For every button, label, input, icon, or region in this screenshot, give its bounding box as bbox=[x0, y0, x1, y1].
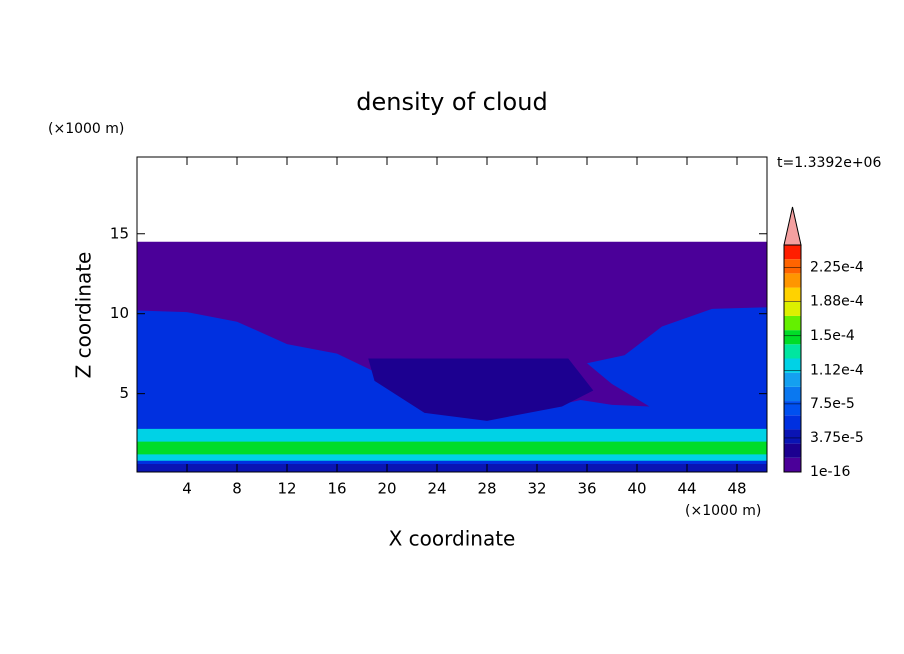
x-unit: (×1000 m) bbox=[685, 503, 761, 519]
colorbar-band bbox=[784, 245, 801, 260]
x-tick-label: 48 bbox=[727, 480, 746, 498]
colorbar-band bbox=[784, 358, 801, 373]
x-tick-label: 36 bbox=[577, 480, 596, 498]
colorbar-band bbox=[784, 287, 801, 302]
colorbar-band bbox=[784, 415, 801, 430]
colorbar-band bbox=[784, 273, 801, 288]
x-tick-label: 40 bbox=[627, 480, 646, 498]
colorbar-band bbox=[784, 457, 801, 472]
y-tick-label: 5 bbox=[119, 384, 129, 402]
colorbar-band bbox=[784, 301, 801, 316]
colorbar-band bbox=[784, 386, 801, 402]
x-tick-label: 16 bbox=[327, 480, 346, 498]
y-axis-label: Z coordinate bbox=[72, 252, 96, 379]
colorbar-band bbox=[784, 344, 801, 359]
x-tick-label: 44 bbox=[677, 480, 696, 498]
colorbar-band bbox=[784, 315, 801, 331]
x-tick-label: 32 bbox=[527, 480, 546, 498]
plot-frame bbox=[136, 156, 768, 473]
y-unit: (×1000 m) bbox=[48, 121, 124, 137]
y-tick-label: 10 bbox=[110, 304, 129, 322]
x-tick-label: 4 bbox=[182, 480, 192, 498]
colorbar-tick-label: 1.12e-4 bbox=[810, 362, 864, 378]
x-tick-label: 8 bbox=[232, 480, 242, 498]
time-label: t=1.3392e+06 bbox=[777, 155, 881, 171]
x-axis-label: X coordinate bbox=[389, 527, 516, 551]
y-tick-label: 15 bbox=[110, 224, 129, 242]
contour-region bbox=[137, 441, 767, 455]
colorbar-band bbox=[784, 259, 801, 274]
x-tick-label: 20 bbox=[377, 480, 396, 498]
x-tick-label: 28 bbox=[477, 480, 496, 498]
colorbar-tick-label: 1.88e-4 bbox=[810, 293, 864, 309]
colorbar-tick-label: 2.25e-4 bbox=[810, 260, 864, 276]
colorbar-extend bbox=[783, 206, 802, 246]
colorbar-band bbox=[784, 330, 801, 345]
colorbar-tick-label: 1e-16 bbox=[810, 464, 850, 480]
contour-region bbox=[368, 358, 594, 421]
x-tick-label: 12 bbox=[277, 480, 296, 498]
colorbar-tick-label: 3.75e-5 bbox=[810, 430, 864, 446]
colorbar-band bbox=[784, 401, 801, 416]
colorbar-band bbox=[784, 443, 801, 458]
colorbar-tick-label: 1.5e-4 bbox=[810, 328, 855, 344]
contour-region bbox=[137, 464, 767, 472]
chart-title: density of cloud bbox=[356, 88, 547, 116]
colorbar-band bbox=[784, 429, 801, 444]
colorbar-band bbox=[784, 372, 801, 387]
x-tick-label: 24 bbox=[427, 480, 446, 498]
colorbar-tick-label: 7.5e-5 bbox=[810, 396, 855, 412]
